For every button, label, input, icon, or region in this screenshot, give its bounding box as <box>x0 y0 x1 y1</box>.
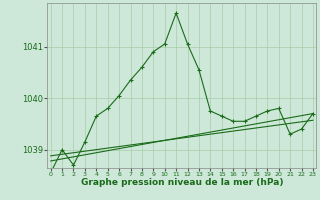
X-axis label: Graphe pression niveau de la mer (hPa): Graphe pression niveau de la mer (hPa) <box>81 178 283 187</box>
